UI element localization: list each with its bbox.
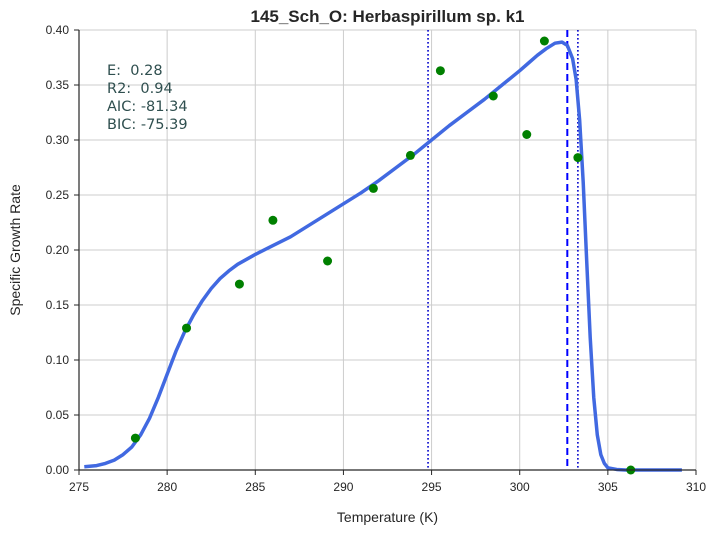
y-tick-label: 0.35 bbox=[46, 78, 70, 92]
x-axis-ticks: 275 280 285 290 295 300 305 310 bbox=[69, 470, 706, 494]
data-point bbox=[234, 279, 244, 289]
fit-statistic-line: E: 0.28 bbox=[107, 63, 163, 79]
data-point bbox=[368, 183, 378, 193]
x-tick-label: 285 bbox=[245, 480, 265, 494]
y-axis-label: Specific Growth Rate bbox=[7, 184, 23, 316]
y-tick-label: 0.25 bbox=[46, 188, 70, 202]
y-tick-label: 0.30 bbox=[46, 133, 70, 147]
y-axis-ticks: 0.00 0.05 0.10 0.15 0.20 0.25 0.30 0.35 0.40 bbox=[46, 23, 79, 477]
data-point bbox=[435, 66, 445, 76]
data-point bbox=[268, 215, 278, 225]
fit-curve bbox=[84, 40, 682, 472]
x-tick-label: 305 bbox=[598, 480, 618, 494]
y-tick-label: 0.40 bbox=[46, 23, 70, 37]
x-tick-label: 300 bbox=[510, 480, 530, 494]
data-point bbox=[182, 323, 192, 333]
x-tick-label: 280 bbox=[157, 480, 177, 494]
y-tick-label: 0.05 bbox=[46, 408, 70, 422]
x-tick-label: 310 bbox=[686, 480, 706, 494]
chart-title: 145_Sch_O: Herbaspirillum sp. k1 bbox=[250, 7, 524, 26]
x-tick-label: 295 bbox=[422, 480, 442, 494]
fit-statistic-line: AIC: -81.34 bbox=[107, 99, 188, 115]
x-tick-label: 275 bbox=[69, 480, 89, 494]
y-tick-label: 0.20 bbox=[46, 243, 70, 257]
data-point bbox=[405, 150, 415, 160]
data-point bbox=[323, 256, 333, 266]
fit-statistic-line: R2: 0.94 bbox=[107, 81, 173, 97]
fit-statistic-line: BIC: -75.39 bbox=[107, 117, 188, 133]
data-point bbox=[539, 36, 549, 46]
data-point bbox=[573, 153, 583, 163]
fit-statistics: E: 0.28 R2: 0.94 AIC: -81.34 BIC: -75.39 bbox=[107, 63, 188, 133]
y-tick-label: 0.15 bbox=[46, 298, 70, 312]
x-axis-label: Temperature (K) bbox=[337, 509, 438, 525]
data-point bbox=[522, 130, 532, 139]
data-points bbox=[130, 36, 636, 475]
grid-lines bbox=[79, 29, 697, 470]
x-tick-label: 290 bbox=[333, 480, 353, 494]
data-point bbox=[130, 433, 140, 443]
y-tick-label: 0.00 bbox=[46, 463, 70, 477]
y-tick-label: 0.10 bbox=[46, 353, 70, 367]
data-point bbox=[488, 91, 498, 101]
